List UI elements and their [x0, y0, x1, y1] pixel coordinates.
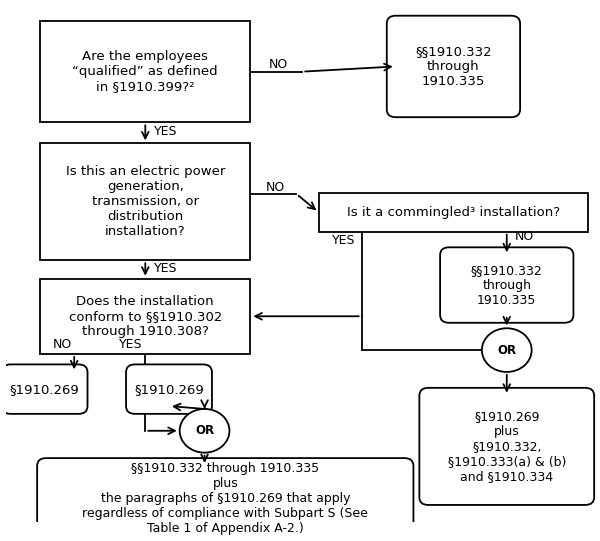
Text: YES: YES: [332, 234, 356, 247]
Text: Is it a commingled³ installation?: Is it a commingled³ installation?: [347, 206, 560, 219]
Text: NO: NO: [266, 181, 285, 194]
FancyBboxPatch shape: [2, 365, 88, 414]
Bar: [319, 193, 588, 232]
Circle shape: [179, 409, 229, 453]
FancyBboxPatch shape: [126, 365, 212, 414]
Bar: [40, 21, 250, 122]
Bar: [40, 279, 250, 354]
Text: YES: YES: [154, 125, 178, 138]
Text: YES: YES: [119, 339, 142, 352]
Text: OR: OR: [195, 424, 214, 437]
Text: YES: YES: [154, 262, 178, 275]
FancyBboxPatch shape: [37, 458, 413, 539]
Text: Does the installation
conform to §§1910.302
through 1910.308?: Does the installation conform to §§1910.…: [68, 295, 222, 338]
Text: NO: NO: [53, 339, 72, 352]
Text: NO: NO: [515, 230, 534, 243]
Text: NO: NO: [269, 58, 288, 71]
Text: §§1910.332
through
1910.335: §§1910.332 through 1910.335: [471, 263, 542, 307]
Text: §1910.269: §1910.269: [134, 382, 204, 395]
Text: OR: OR: [497, 344, 517, 357]
Text: Is this an electric power
generation,
transmission, or
distribution
installation: Is this an electric power generation, tr…: [65, 165, 225, 238]
FancyBboxPatch shape: [440, 247, 574, 323]
FancyBboxPatch shape: [419, 388, 594, 505]
Text: Are the employees
“qualified” as defined
in §1910.399?²: Are the employees “qualified” as defined…: [73, 50, 218, 93]
Text: §1910.269
plus
§1910.332,
§1910.333(a) & (b)
and §1910.334: §1910.269 plus §1910.332, §1910.333(a) &…: [448, 410, 566, 483]
Text: §§1910.332 through 1910.335
plus
the paragraphs of §1910.269 that apply
regardle: §§1910.332 through 1910.335 plus the par…: [82, 462, 368, 535]
Bar: [40, 143, 250, 260]
FancyBboxPatch shape: [387, 16, 520, 117]
Circle shape: [482, 328, 532, 372]
Text: §1910.269: §1910.269: [10, 382, 79, 395]
Text: §§1910.332
through
1910.335: §§1910.332 through 1910.335: [415, 45, 492, 88]
